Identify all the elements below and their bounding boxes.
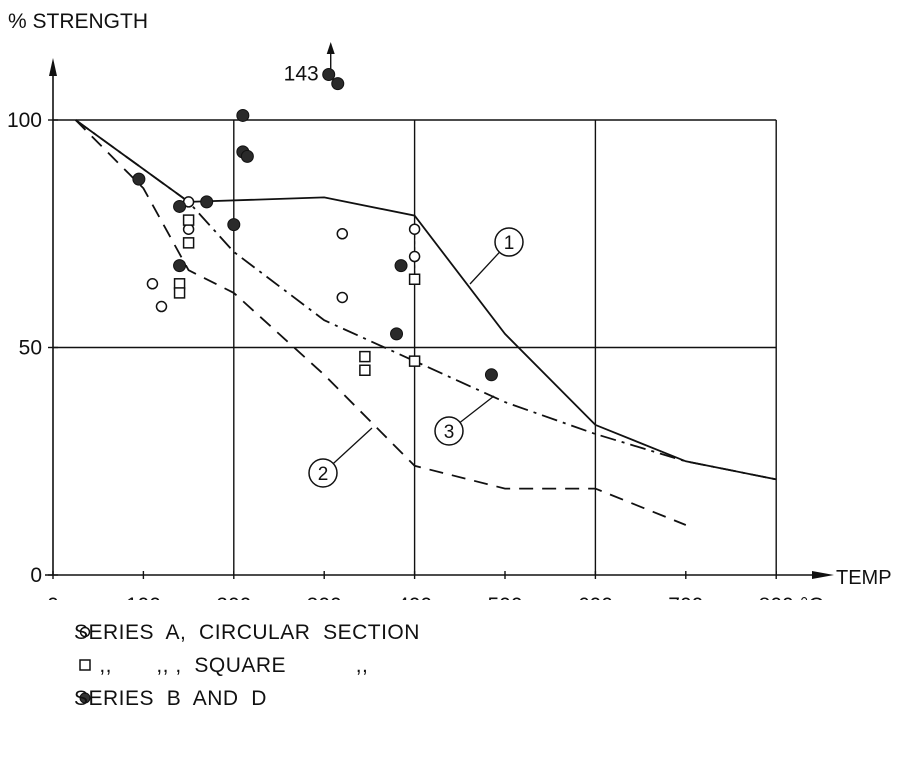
- open-circle-marker: [146, 278, 159, 290]
- legend-item-series-a: SERIES A, CIRCULAR SECTION: [40, 616, 420, 649]
- x-tick-label: 300: [307, 594, 342, 600]
- open-circle-marker: [408, 223, 421, 235]
- callout-label-1: 1: [504, 233, 515, 254]
- open-square-icon: [40, 630, 91, 702]
- x-axis-arrow-icon: [812, 571, 834, 579]
- open-square-marker: [182, 237, 195, 249]
- x-tick-label: 100: [126, 594, 161, 600]
- x-tick-label: 600: [578, 594, 613, 600]
- filled-circle-marker: [484, 368, 498, 382]
- legend-item-square: ,, ,, , SQUARE ,,: [40, 649, 420, 682]
- open-square-marker: [173, 287, 186, 299]
- y-tick-label: 50: [19, 337, 42, 360]
- callout-circle-3: [434, 416, 464, 446]
- y-tick-label: 100: [7, 109, 42, 132]
- filled-circle-marker: [173, 199, 187, 213]
- x-tick-label: 200: [216, 594, 251, 600]
- y-axis-label: % STRENGTH: [8, 10, 148, 33]
- open-square-marker: [182, 214, 195, 226]
- filled-circle-marker: [322, 68, 336, 81]
- curve-1: [75, 119, 777, 481]
- data-markers: [132, 68, 498, 382]
- open-circle-marker: [336, 228, 349, 240]
- callout-circle-2: [308, 458, 338, 488]
- curve-2: [74, 119, 687, 526]
- y-axis-arrow-icon: [49, 58, 57, 76]
- annotation-143: 143: [284, 63, 319, 86]
- filled-circle-icon: [40, 663, 91, 735]
- callout-circle-1: [494, 227, 524, 257]
- x-tick-label: 800: [759, 594, 794, 600]
- callout-label-3: 3: [444, 422, 455, 443]
- axes: [45, 58, 834, 579]
- legend-label: ,, ,, , SQUARE ,,: [74, 653, 369, 677]
- filled-circle-marker: [394, 259, 408, 273]
- legend-item-series-bd: SERIES B AND D: [40, 682, 420, 715]
- x-tick-label: 0: [47, 594, 59, 600]
- x-axis-label: TEMP: [836, 567, 892, 589]
- open-square-marker: [408, 273, 421, 285]
- open-circle-icon: [40, 597, 91, 669]
- filled-circle-marker: [200, 195, 214, 209]
- filled-circle-marker: [236, 108, 250, 122]
- annotations: 143 1 2 3: [284, 42, 524, 488]
- chart-svg: 0 100 200 300 400 500 600 700 800 0 50 100 143 1 2 3 %…: [7, 10, 892, 600]
- grid: [53, 119, 777, 575]
- open-square-marker: [359, 364, 371, 376]
- callout-label-2: 2: [318, 464, 329, 485]
- open-circle-marker: [336, 291, 349, 304]
- x-tick-label: 500: [487, 594, 522, 600]
- open-circle-marker: [155, 300, 168, 313]
- y-tick-label: 0: [30, 564, 42, 587]
- filled-circle-marker: [240, 149, 254, 163]
- up-arrow-icon: [326, 42, 335, 54]
- open-circle-marker: [408, 250, 421, 263]
- tick-labels: 0 100 200 300 400 500 600 700 800 0 50 100: [7, 109, 794, 600]
- filled-circle-marker: [331, 77, 345, 91]
- x-axis-unit: °C: [800, 594, 824, 600]
- legend-label: SERIES B AND D: [74, 686, 267, 710]
- filled-circle-marker: [227, 218, 241, 232]
- curves: [74, 119, 777, 526]
- legend: SERIES A, CIRCULAR SECTION ,, ,, , SQUAR…: [40, 616, 420, 715]
- open-square-marker: [408, 355, 421, 367]
- curve-3: [75, 119, 777, 481]
- open-square-marker: [359, 350, 371, 363]
- filled-circle-marker: [132, 172, 146, 186]
- legend-label: SERIES A, CIRCULAR SECTION: [74, 620, 420, 644]
- filled-circle-marker: [390, 327, 404, 341]
- x-tick-label: 400: [397, 594, 432, 600]
- filled-circle-marker: [173, 259, 187, 273]
- x-tick-label: 700: [668, 594, 703, 600]
